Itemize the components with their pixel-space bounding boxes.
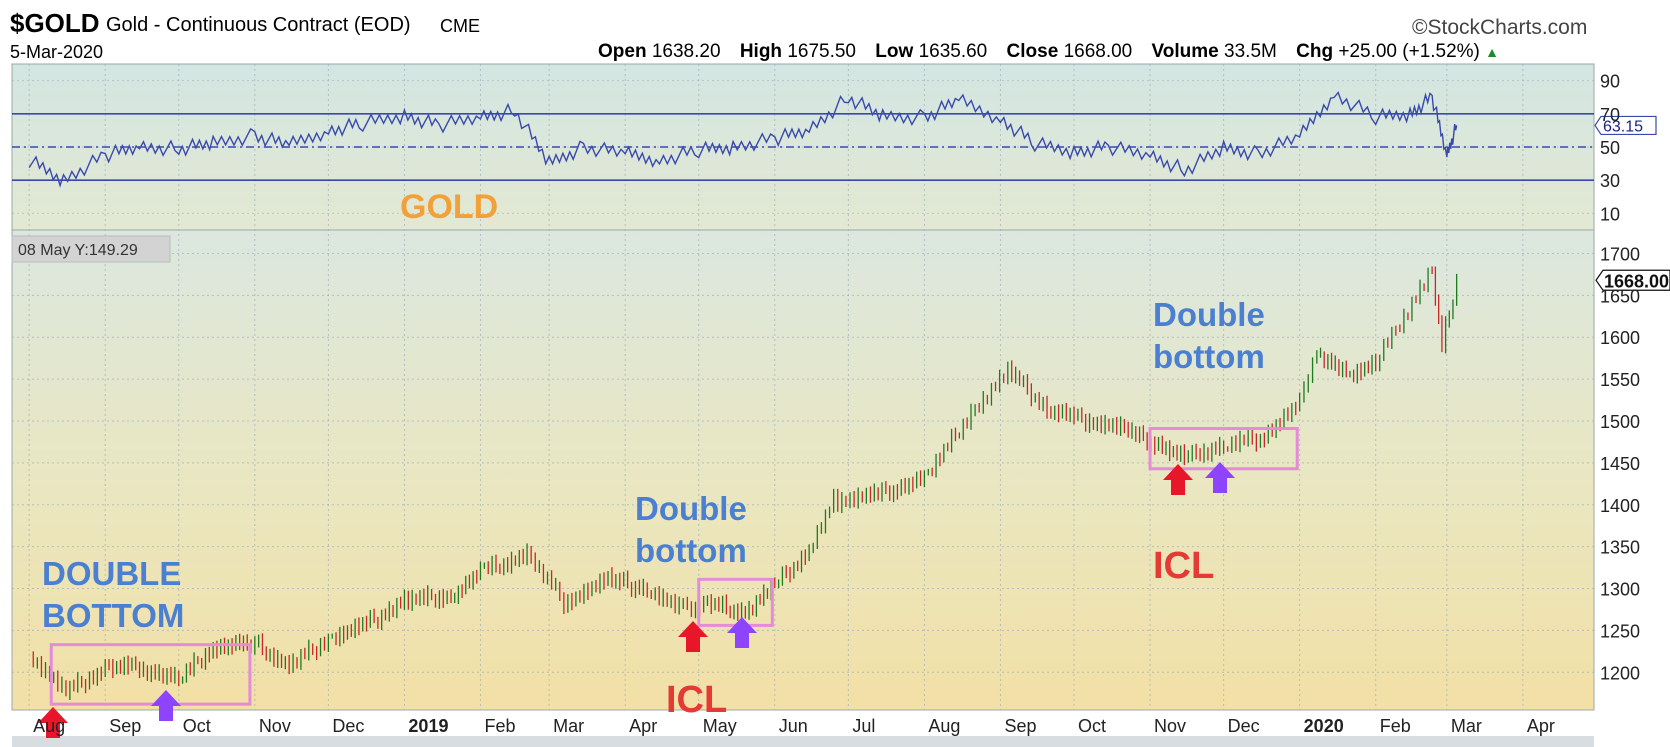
x-tick-label: Sep <box>1004 716 1036 736</box>
up-arrow-icon <box>727 617 757 648</box>
candlestick-series: 1668.00 08 May Y:149.29 <box>11 235 1670 701</box>
rsi-tick-label: 50 <box>1600 138 1620 158</box>
open-value: 1638.20 <box>651 41 721 62</box>
price-tick-label: 1450 <box>1600 454 1640 474</box>
price-tick-label: 1350 <box>1600 538 1640 558</box>
double-bottom-label-1a: DOUBLE <box>42 555 181 592</box>
instrument-name: Gold - Continuous Contract (EOD) <box>106 14 411 36</box>
volume-panel-edge <box>12 736 1594 747</box>
double-bottom-label-3a: Double <box>1153 296 1265 333</box>
x-tick-label: Mar <box>553 716 584 736</box>
double-bottom-label-3b: bottom <box>1153 338 1265 375</box>
gridlines <box>12 64 1594 710</box>
rsi-tick-label: 30 <box>1600 171 1620 191</box>
chart-header: $GOLD Gold - Continuous Contract (EOD) C… <box>0 0 1670 62</box>
x-tick-label: Oct <box>1078 716 1106 736</box>
x-tick-label: 2019 <box>408 716 448 736</box>
rsi-line <box>28 91 1458 188</box>
quote-date: 5-Mar-2020 <box>10 42 104 62</box>
last-price-label: 1668.00 <box>1604 271 1669 291</box>
rsi-last-value-tag <box>1594 115 1657 136</box>
x-tick-label: Dec <box>332 716 364 736</box>
x-tick-label: Feb <box>484 716 515 736</box>
x-tick-label: Jul <box>852 716 875 736</box>
price-panel <box>11 229 1595 711</box>
quote-line: Open 1638.20 High 1675.50 Low 1635.60 Cl… <box>598 41 1499 63</box>
x-tick-label: Sep <box>109 716 141 736</box>
volume-label: Volume <box>1151 41 1219 62</box>
rsi-tick-label: 70 <box>1600 105 1620 125</box>
x-tick-label: Jun <box>779 716 808 736</box>
double-bottom-label-2a: Double <box>635 490 747 527</box>
chg-value: +25.00 (+1.52%) <box>1338 41 1480 62</box>
brand-label[interactable]: ©StockCharts.com <box>1412 16 1588 39</box>
x-tick-label: Oct <box>183 716 211 736</box>
x-tick-label: Feb <box>1380 716 1411 736</box>
axes: Aug Sep Oct Nov Dec 2019 Feb Mar Apr May Jun Jul Aug… <box>33 72 1640 736</box>
low-label: Low <box>875 41 914 62</box>
volume-value: 33.5M <box>1224 41 1277 62</box>
crosshair-tooltip: 08 May Y:149.29 <box>18 242 138 259</box>
x-tick-label: May <box>703 716 737 736</box>
up-arrow-icon <box>678 621 708 652</box>
gold-annotation: GOLD <box>400 188 498 226</box>
crosshair-tooltip-box <box>11 235 171 263</box>
price-tick-label: 1500 <box>1600 412 1640 432</box>
x-tick-label: Apr <box>1527 716 1555 736</box>
x-tick-label: Aug <box>33 716 65 736</box>
rsi-last-value: 63.15 <box>1603 118 1643 135</box>
up-arrow-icon <box>38 707 68 738</box>
x-tick-label: Nov <box>259 716 291 736</box>
price-tick-label: 1400 <box>1600 496 1640 516</box>
icl-label-1: ICL <box>666 679 727 721</box>
exchange: CME <box>440 16 480 36</box>
open-label: Open <box>598 41 647 62</box>
price-tick-label: 1200 <box>1600 663 1640 683</box>
x-tick-label: 2020 <box>1304 716 1344 736</box>
close-value: 1668.00 <box>1063 41 1133 62</box>
chg-label: Chg <box>1296 41 1334 62</box>
price-tick-label: 1300 <box>1600 580 1640 600</box>
high-value: 1675.50 <box>787 41 856 62</box>
annotations: GOLD DOUBLE BOTTOM Double bottom ICL Double bot… <box>38 188 1299 738</box>
double-bottom-label-2b: bottom <box>635 532 747 569</box>
x-tick-label: Mar <box>1451 716 1482 736</box>
icl-label-2: ICL <box>1153 545 1214 587</box>
rsi-series: 63.15 <box>12 91 1657 188</box>
low-value: 1635.60 <box>918 41 988 62</box>
x-tick-label: Dec <box>1228 716 1260 736</box>
price-tick-label: 1550 <box>1600 370 1640 390</box>
double-bottom-label-1b: BOTTOM <box>42 597 184 634</box>
up-arrow-icon <box>1163 464 1193 495</box>
x-tick-label: Apr <box>629 716 657 736</box>
up-arrow-icon <box>151 690 181 721</box>
rsi-tick-label: 90 <box>1600 72 1620 92</box>
price-tick-label: 1700 <box>1600 244 1640 264</box>
rsi-tick-label: 10 <box>1600 204 1620 224</box>
x-tick-label: Aug <box>928 716 960 736</box>
price-tick-label: 1650 <box>1600 286 1640 306</box>
up-arrow-icon <box>1205 462 1235 493</box>
close-label: Close <box>1006 41 1059 62</box>
high-label: High <box>739 41 783 62</box>
price-tick-label: 1600 <box>1600 328 1640 348</box>
symbol: $GOLD <box>10 8 100 38</box>
last-price-tag <box>1595 269 1670 291</box>
x-tick-label: Nov <box>1154 716 1186 736</box>
double-bottom-box <box>49 643 252 706</box>
triangle-up-icon: ▲ <box>1485 44 1500 60</box>
price-tick-label: 1250 <box>1600 621 1640 641</box>
